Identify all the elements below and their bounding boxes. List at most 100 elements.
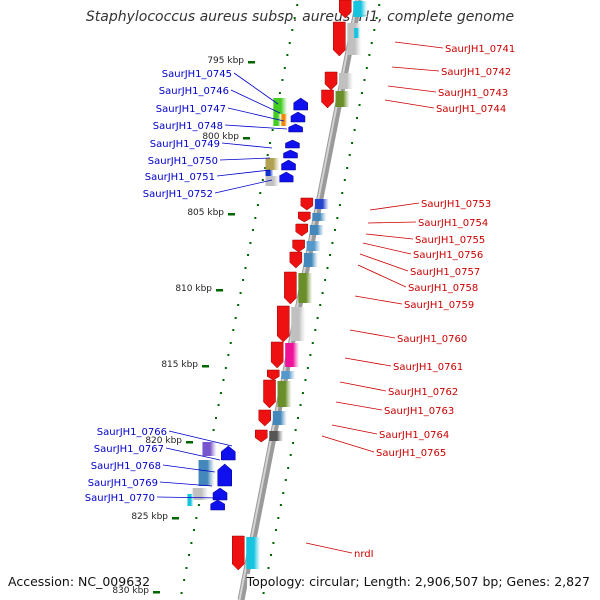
- gene-arrow-reverse: [338, 0, 352, 19]
- cog-block: [265, 176, 280, 186]
- gene-arrow-forward: [212, 487, 228, 501]
- gene-arrow-reverse: [289, 251, 303, 269]
- gene-label-SaurJH1_0743: SaurJH1_0743: [438, 88, 508, 99]
- gene-arrow-reverse: [231, 535, 245, 571]
- leader-line: [394, 41, 444, 49]
- gene-label-SaurJH1_0760: SaurJH1_0760: [397, 334, 467, 345]
- tick-dot: [180, 592, 183, 594]
- leader-line: [391, 66, 440, 72]
- cog-block: [306, 241, 321, 251]
- gene-label-SaurJH1_0758: SaurJH1_0758: [408, 283, 478, 294]
- gene-label-SaurJH1_0749: SaurJH1_0749: [150, 139, 220, 150]
- leader-line: [365, 233, 414, 240]
- cog-block: [273, 98, 288, 114]
- tick-dot: [277, 517, 280, 519]
- tick-dot: [324, 279, 327, 281]
- tick-dot: [355, 117, 358, 119]
- gene-label-SaurJH1_0745: SaurJH1_0745: [162, 69, 232, 80]
- cog-block: [273, 114, 282, 126]
- kbp-label: 820 kbp: [145, 436, 182, 446]
- gene-arrow-reverse: [333, 21, 346, 57]
- leader-line: [227, 107, 285, 122]
- tick-dot: [289, 454, 292, 456]
- cog-block: [314, 199, 329, 209]
- tick-dot: [286, 54, 289, 56]
- cog-block: [265, 158, 280, 170]
- leader-line: [354, 295, 403, 305]
- gene-label-SaurJH1_0770: SaurJH1_0770: [85, 493, 155, 504]
- gene-label-SaurJH1_0762: SaurJH1_0762: [388, 387, 458, 398]
- tick-dot: [214, 417, 217, 419]
- tick-dot: [244, 267, 247, 269]
- gene-label-SaurJH1_0767: SaurJH1_0767: [94, 444, 164, 455]
- gene-label-SaurJH1_0754: SaurJH1_0754: [418, 218, 488, 229]
- leader-line: [359, 253, 409, 272]
- tick-dot: [378, 4, 381, 6]
- tick-dot: [363, 79, 366, 81]
- tick-dots: [180, 4, 381, 594]
- tick-dot: [316, 317, 319, 319]
- gene-arrow-forward: [281, 159, 296, 171]
- tick-dot: [266, 154, 269, 156]
- tick-dot: [348, 154, 351, 156]
- leader-line: [357, 264, 407, 288]
- cog-block: [312, 213, 327, 221]
- tick-dot: [284, 479, 287, 481]
- tick-dot: [360, 92, 363, 94]
- tick-dot: [234, 317, 237, 319]
- gene-arrow-forward: [288, 123, 303, 133]
- gene-arrow-reverse: [270, 341, 284, 369]
- tick-dot: [291, 29, 294, 31]
- leader-line: [362, 242, 412, 255]
- tick-dot: [274, 529, 277, 531]
- gene-arrow-reverse: [277, 305, 290, 343]
- leader-line: [339, 381, 387, 392]
- tick-dot: [222, 379, 225, 381]
- kbp-tick: [153, 591, 160, 594]
- tick-dot: [251, 229, 254, 231]
- leader-line: [168, 430, 233, 447]
- tick-dot: [237, 304, 240, 306]
- tick-dot: [282, 492, 285, 494]
- tick-dot: [329, 254, 332, 256]
- tick-dot: [341, 192, 344, 194]
- tick-dot: [272, 542, 275, 544]
- leader-line: [156, 496, 221, 499]
- tick-dot: [188, 554, 191, 556]
- tick-dot: [365, 67, 368, 69]
- tick-dot: [249, 242, 252, 244]
- gene-label-SaurJH1_0766: SaurJH1_0766: [97, 427, 167, 438]
- tick-dot: [309, 354, 312, 356]
- tick-dot: [264, 167, 267, 169]
- leader-line: [387, 85, 437, 93]
- leader-line: [159, 481, 213, 487]
- tick-dot: [314, 329, 317, 331]
- tick-dot: [338, 204, 341, 206]
- leader-line: [221, 142, 273, 149]
- tick-dot: [353, 129, 356, 131]
- tick-dot: [331, 242, 334, 244]
- gene-arrow-reverse: [258, 409, 272, 427]
- tick-dot: [185, 567, 188, 569]
- gene-arrow-reverse: [267, 369, 280, 381]
- accession-text: Accession: NC_009632: [8, 574, 151, 589]
- tick-dot: [299, 404, 302, 406]
- tick-dot: [370, 42, 373, 44]
- gene-arrow-forward: [217, 463, 232, 487]
- tick-dot: [271, 129, 274, 131]
- gene-arrow-reverse: [263, 379, 276, 409]
- leader-line: [165, 447, 221, 461]
- leader-line: [349, 329, 396, 339]
- gene-label-SaurJH1_0748: SaurJH1_0748: [153, 121, 223, 132]
- tick-dot: [197, 504, 200, 506]
- gene-label-SaurJH1_0759: SaurJH1_0759: [404, 300, 474, 311]
- gene-label-SaurJH1_0746: SaurJH1_0746: [159, 86, 229, 97]
- gene-label-SaurJH1_0765: SaurJH1_0765: [376, 448, 446, 459]
- tick-dot: [326, 267, 329, 269]
- cog-block: [202, 442, 217, 456]
- tick-dot: [296, 417, 299, 419]
- tick-dot: [262, 592, 265, 594]
- tick-dot: [287, 467, 290, 469]
- kbp-label: 795 kbp: [207, 56, 244, 66]
